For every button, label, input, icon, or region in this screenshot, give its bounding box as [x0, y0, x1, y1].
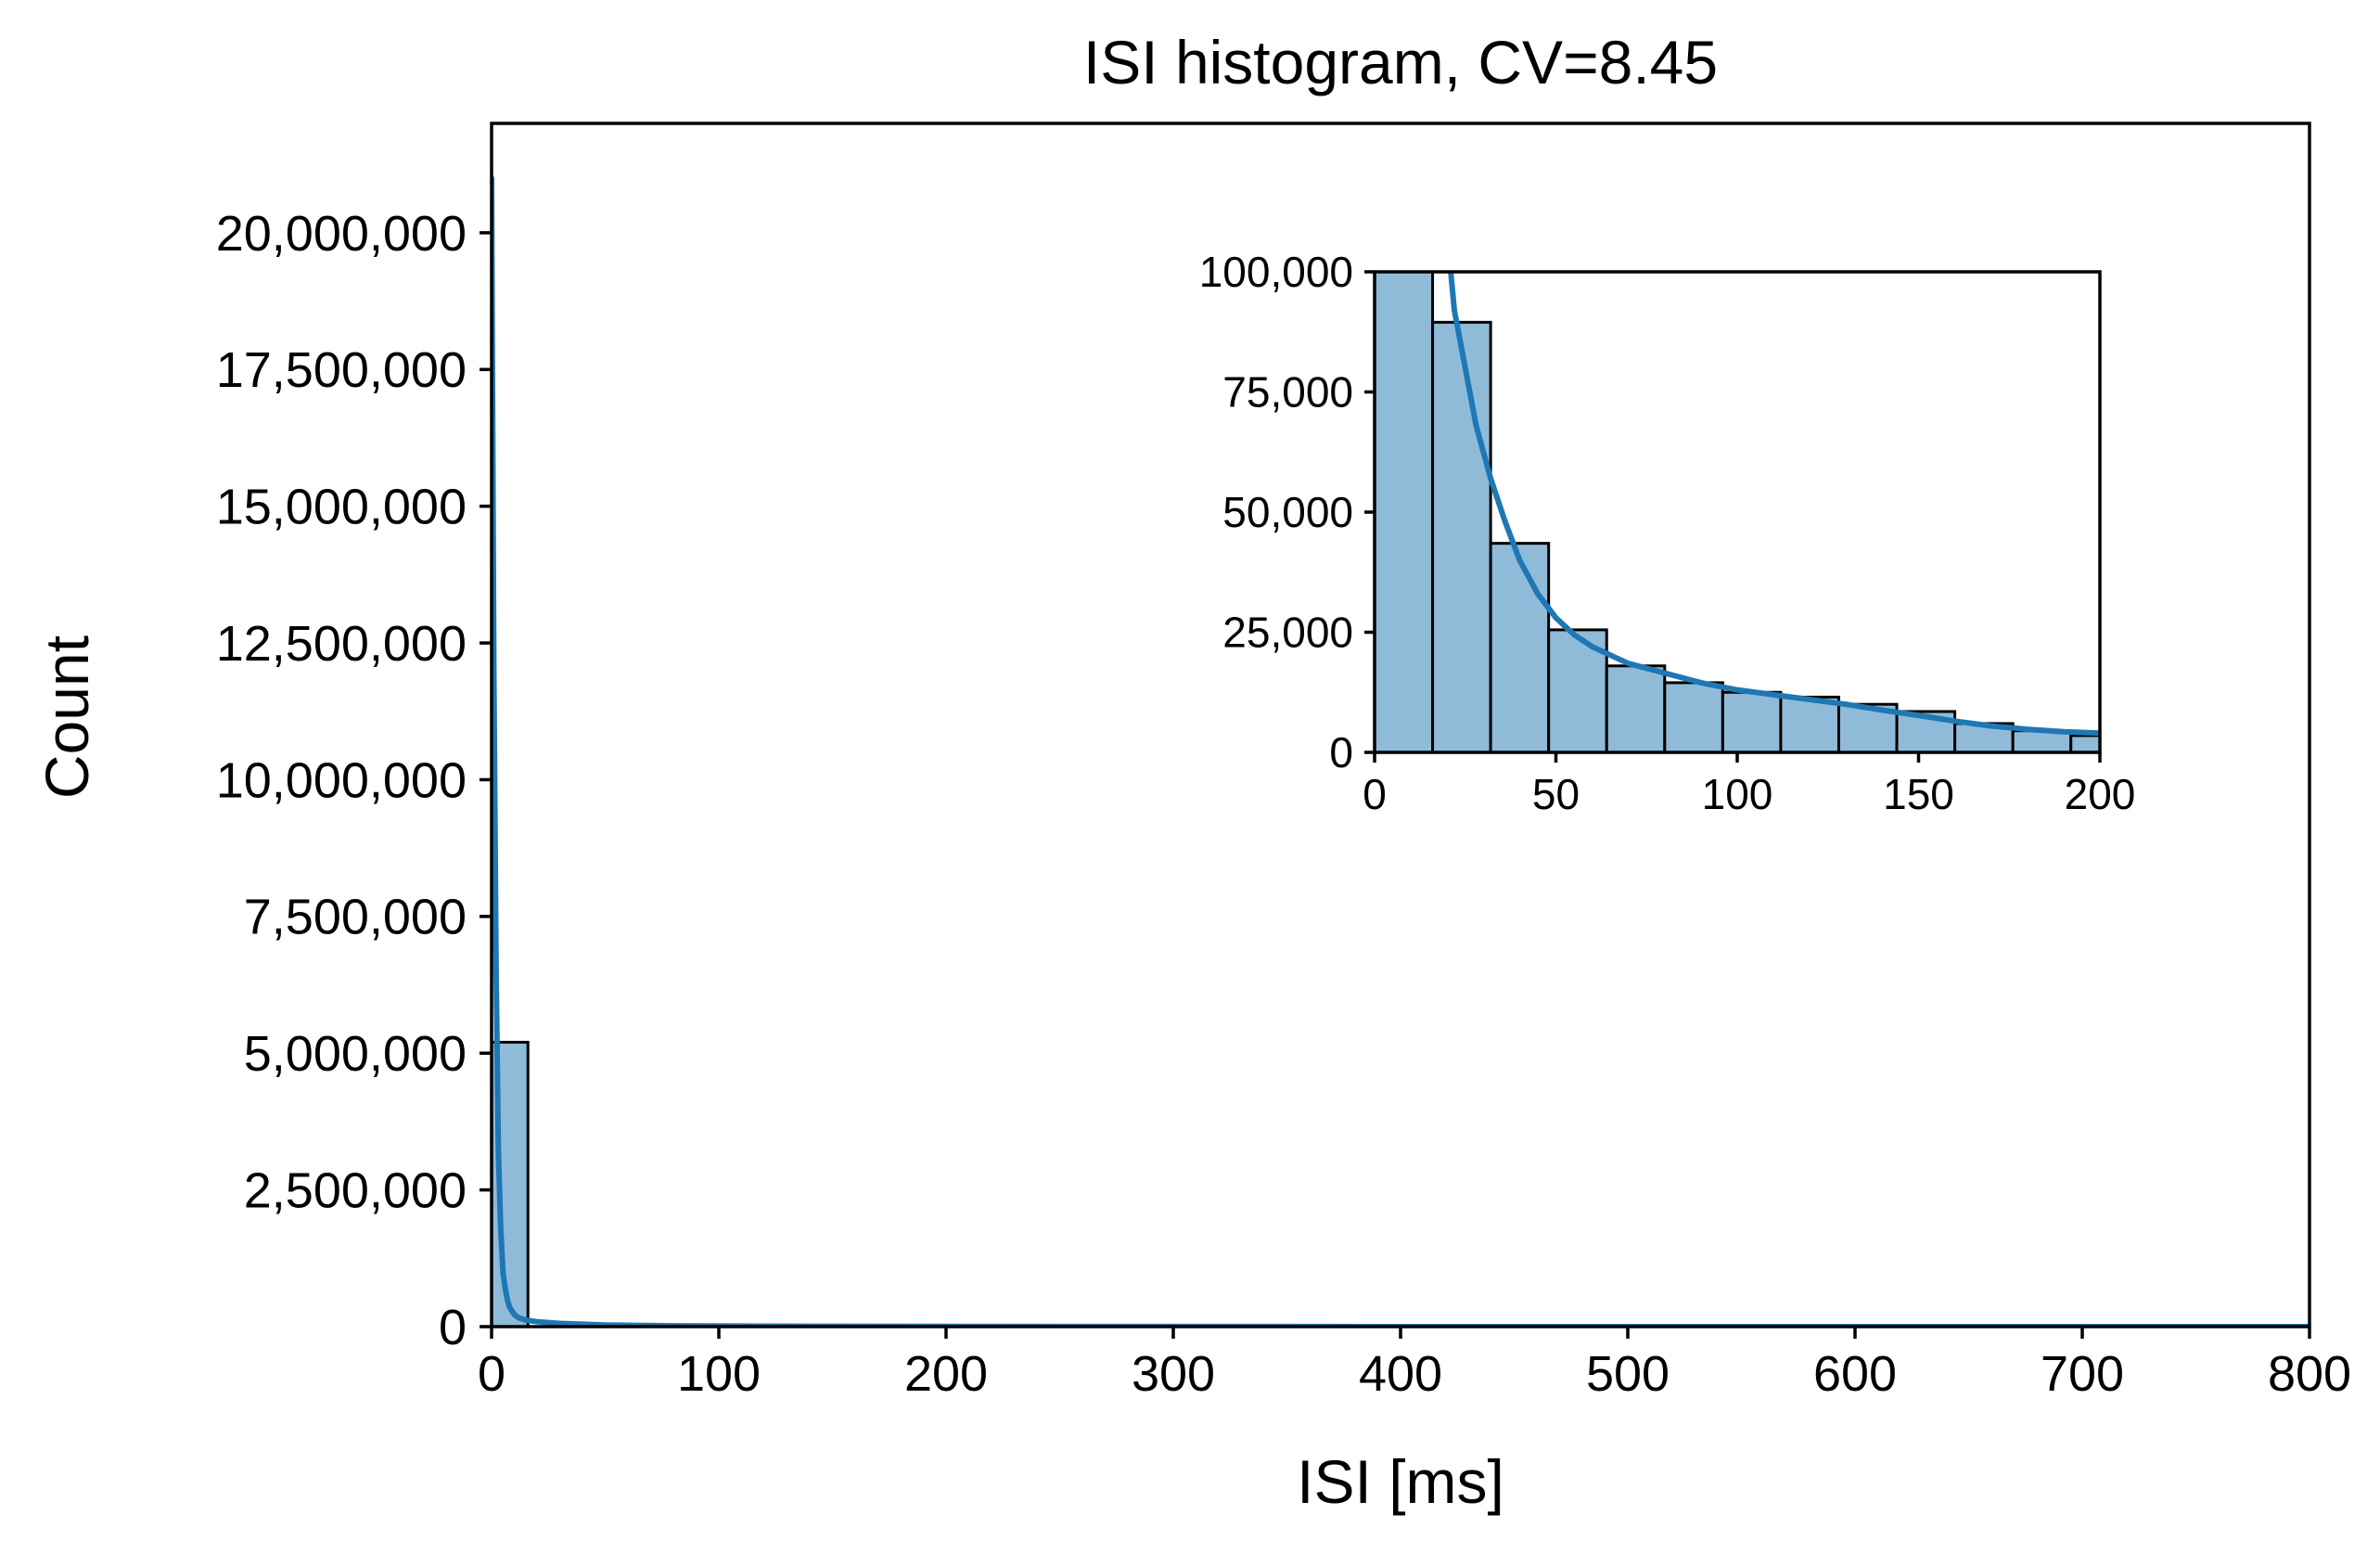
inset-bar [1779, 695, 1840, 752]
inset-plot-area: 0 50 100 150 200 0 25,000 50,000 75,000 100,000 [1199, 248, 2136, 818]
inset-y-tick-label: 75,000 [1222, 368, 1353, 417]
inset-x-tick-label: 100 [1702, 770, 1773, 818]
inset-x-tick-label: 50 [1532, 770, 1580, 818]
main-x-tick-label: 0 [478, 1346, 505, 1402]
main-x-tick-label: 400 [1359, 1346, 1442, 1402]
main-y-tick-label: 12,500,000 [216, 616, 467, 672]
inset-bar [1663, 681, 1724, 752]
main-y-tick-label: 0 [439, 1300, 467, 1355]
inset-bar [1836, 702, 1899, 752]
inset-data-layer [1375, 272, 2100, 752]
main-y-tick-label: 5,000,000 [244, 1026, 467, 1082]
inset-bar [1605, 664, 1667, 752]
main-y-tick-label: 20,000,000 [216, 206, 467, 262]
main-y-tick-label: 7,500,000 [244, 890, 467, 945]
inset-y-tick-label: 25,000 [1222, 609, 1353, 657]
main-y-tick-label: 10,000,000 [216, 752, 467, 808]
inset-bar [1489, 542, 1551, 752]
inset-kde-line [1448, 272, 2100, 737]
x-axis-label: ISI [ms] [1297, 1447, 1504, 1516]
main-y-tick-label: 15,000,000 [216, 480, 467, 535]
main-x-tick-label: 300 [1132, 1346, 1215, 1402]
chart-title: ISI histogram, CV=8.45 [1083, 28, 1718, 96]
inset-bar [1721, 690, 1783, 752]
main-x-tick-label: 500 [1586, 1346, 1670, 1402]
main-x-tick-label: 200 [904, 1346, 988, 1402]
main-plot-area: 0 100 200 300 400 500 600 700 80002,500,0005,000… [216, 122, 2351, 1402]
main-x-tick-label: 600 [1813, 1346, 1897, 1402]
inset-y-tick-label: 0 [1329, 728, 1353, 776]
inset-x-tick-label: 0 [1363, 770, 1387, 818]
y-axis-label: Count [32, 635, 101, 799]
inset-y-tick-label: 100,000 [1199, 248, 1353, 296]
inset-x-tick-label: 200 [2065, 770, 2136, 818]
main-x-tick-label: 700 [2041, 1346, 2124, 1402]
main-y-tick-label: 2,500,000 [244, 1163, 467, 1219]
inset-bar [1431, 320, 1492, 752]
inset-x-tick-label: 150 [1883, 770, 1954, 818]
main-x-tick-label: 100 [677, 1346, 761, 1402]
inset-bar [1375, 272, 1435, 752]
inset-y-tick-label: 50,000 [1222, 488, 1353, 536]
main-x-tick-label: 800 [2268, 1346, 2351, 1402]
main-y-tick-label: 17,500,000 [216, 342, 467, 398]
